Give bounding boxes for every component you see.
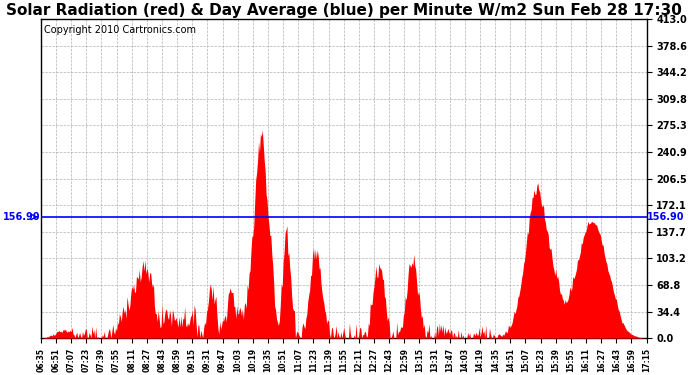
Title: Solar Radiation (red) & Day Average (blue) per Minute W/m2 Sun Feb 28 17:30: Solar Radiation (red) & Day Average (blu… xyxy=(6,3,682,18)
Text: Copyright 2010 Cartronics.com: Copyright 2010 Cartronics.com xyxy=(44,26,196,35)
Text: 156.90: 156.90 xyxy=(647,212,684,222)
Text: 156.90: 156.90 xyxy=(3,212,40,222)
